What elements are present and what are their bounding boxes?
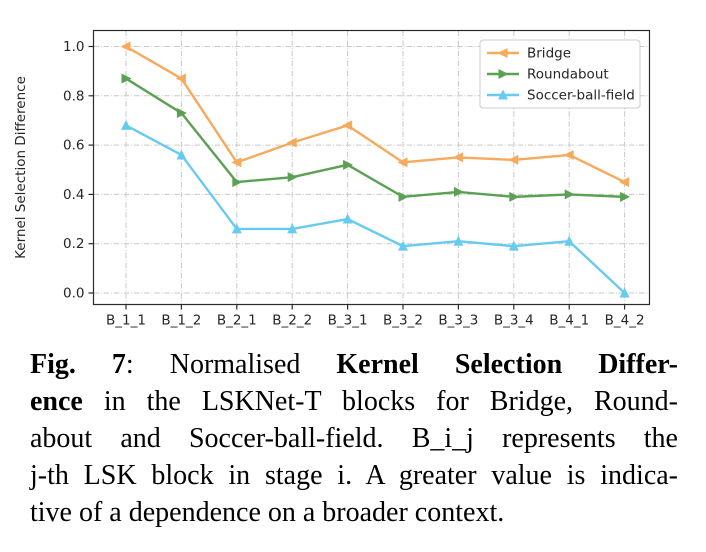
x-tick-label: B_4_1 <box>549 313 589 329</box>
triangle-left-marker <box>563 149 574 160</box>
chart-legend: Bridge Roundabout Soccer-ball-field <box>479 39 641 109</box>
triangle-up-marker <box>619 287 630 298</box>
triangle-right-marker <box>176 108 187 119</box>
caption-line: ence in the LSKNet-T blocks for Bridge, … <box>30 383 678 420</box>
triangle-up-marker <box>453 235 464 246</box>
caption-bold-text: Fig. 7 <box>30 349 126 380</box>
caption-line: j-th LSK block in stage i. A greater val… <box>30 457 678 494</box>
series-line <box>124 77 626 199</box>
x-tick-label: B_1_2 <box>161 313 201 329</box>
legend-label: Bridge <box>527 46 571 62</box>
plot-border <box>92 29 651 306</box>
legend-label: Soccer-ball-field <box>527 88 635 104</box>
caption-line: tive of a dependence on a broader contex… <box>30 494 678 531</box>
series-roundabout <box>121 73 631 202</box>
triangle-right-marker <box>343 159 354 170</box>
y-tick-label: 0.4 <box>63 187 84 203</box>
triangle-left-marker <box>342 120 353 131</box>
y-tick-label: 1.0 <box>63 39 84 55</box>
triangle-up-marker <box>564 235 575 246</box>
caption-bold-text: ence <box>30 386 83 417</box>
triangle-up-marker <box>231 223 242 234</box>
legend-item-bridge: Bridge <box>487 46 571 62</box>
triangle-right-marker <box>232 177 243 188</box>
triangle-up-marker <box>121 119 131 130</box>
x-tick-label: B_3_4 <box>494 313 534 329</box>
x-tick-label: B_3_1 <box>328 313 368 329</box>
triangle-right-marker <box>509 191 520 202</box>
series-bridge <box>120 41 630 188</box>
caption-text: : Normalised <box>125 349 337 380</box>
x-tick-label: B_2_2 <box>272 313 312 329</box>
triangle-right-marker <box>564 189 575 200</box>
series-soccer-ball-field <box>121 119 630 298</box>
triangle-left-icon <box>497 48 508 58</box>
triangle-up-marker <box>398 240 408 251</box>
series-line <box>124 45 626 184</box>
legend-label: Roundabout <box>527 67 609 83</box>
x-tick-label: B_3_2 <box>383 313 423 329</box>
triangle-up-marker <box>287 223 298 234</box>
triangle-right-marker <box>398 191 409 202</box>
triangle-left-marker <box>231 157 242 168</box>
y-tick-label: 0.8 <box>63 88 84 104</box>
triangle-left-marker <box>175 73 186 84</box>
y-tick-label: 0.2 <box>63 236 84 252</box>
caption-text: j-th LSK block in stage i. A greater val… <box>30 460 678 491</box>
triangle-left-marker <box>452 152 463 163</box>
triangle-up-marker <box>508 240 519 251</box>
legend-item-roundabout: Roundabout <box>487 67 609 83</box>
y-axis: 0.0 0.2 0.4 0.6 0.8 1.0 Kernel Selection Diffe… <box>13 39 94 302</box>
triangle-up-icon <box>498 89 508 100</box>
triangle-left-marker <box>508 154 519 165</box>
triangle-left-marker <box>286 137 297 148</box>
triangle-right-marker <box>287 172 298 183</box>
legend-box <box>479 39 641 109</box>
caption-text: in the LSKNet-T blocks for Bridge, Round… <box>82 386 678 417</box>
triangle-up-marker <box>176 149 187 160</box>
kernel-selection-difference-line-chart: 0.0 0.2 0.4 0.6 0.8 1.0 Kernel Selection Diffe… <box>13 29 651 329</box>
series-line <box>124 124 626 295</box>
caption-line: about and Soccer-ball-field. B_i_j repre… <box>30 420 678 457</box>
triangle-up-marker <box>342 213 353 224</box>
triangle-left-marker <box>619 177 630 188</box>
triangle-left-marker <box>397 157 408 168</box>
x-tick-label: B_1_1 <box>106 313 146 329</box>
x-tick-label: B_3_3 <box>438 313 478 329</box>
y-axis-label: Kernel Selection Difference <box>13 76 29 259</box>
x-tick-label: B_2_1 <box>217 313 257 329</box>
triangle-right-icon <box>498 69 509 79</box>
triangle-right-marker <box>121 73 132 84</box>
y-tick-label: 0.0 <box>63 286 84 302</box>
caption-text: about and Soccer-ball-field. B_i_j repre… <box>30 423 678 454</box>
legend-item-soccer-ball-field: Soccer-ball-field <box>487 88 635 104</box>
triangle-left-marker <box>120 41 131 52</box>
triangle-right-marker <box>620 191 631 202</box>
caption-bold-text: Kernel Selection Differ- <box>336 349 678 380</box>
x-tick-label: B_4_2 <box>605 313 645 329</box>
x-axis: B_1_1 B_1_2 B_2_1 B_2_2 B_3_1 B_3_2 B_3_3 B_3_4… <box>106 304 645 329</box>
caption-line: Fig. 7: Normalised Kernel Selection Diff… <box>30 346 678 383</box>
triangle-right-marker <box>453 186 464 197</box>
y-tick-label: 0.6 <box>63 138 84 154</box>
caption-text: tive of a dependence on a broader contex… <box>30 497 505 528</box>
figure-caption: Fig. 7: Normalised Kernel Selection Diff… <box>30 346 678 531</box>
